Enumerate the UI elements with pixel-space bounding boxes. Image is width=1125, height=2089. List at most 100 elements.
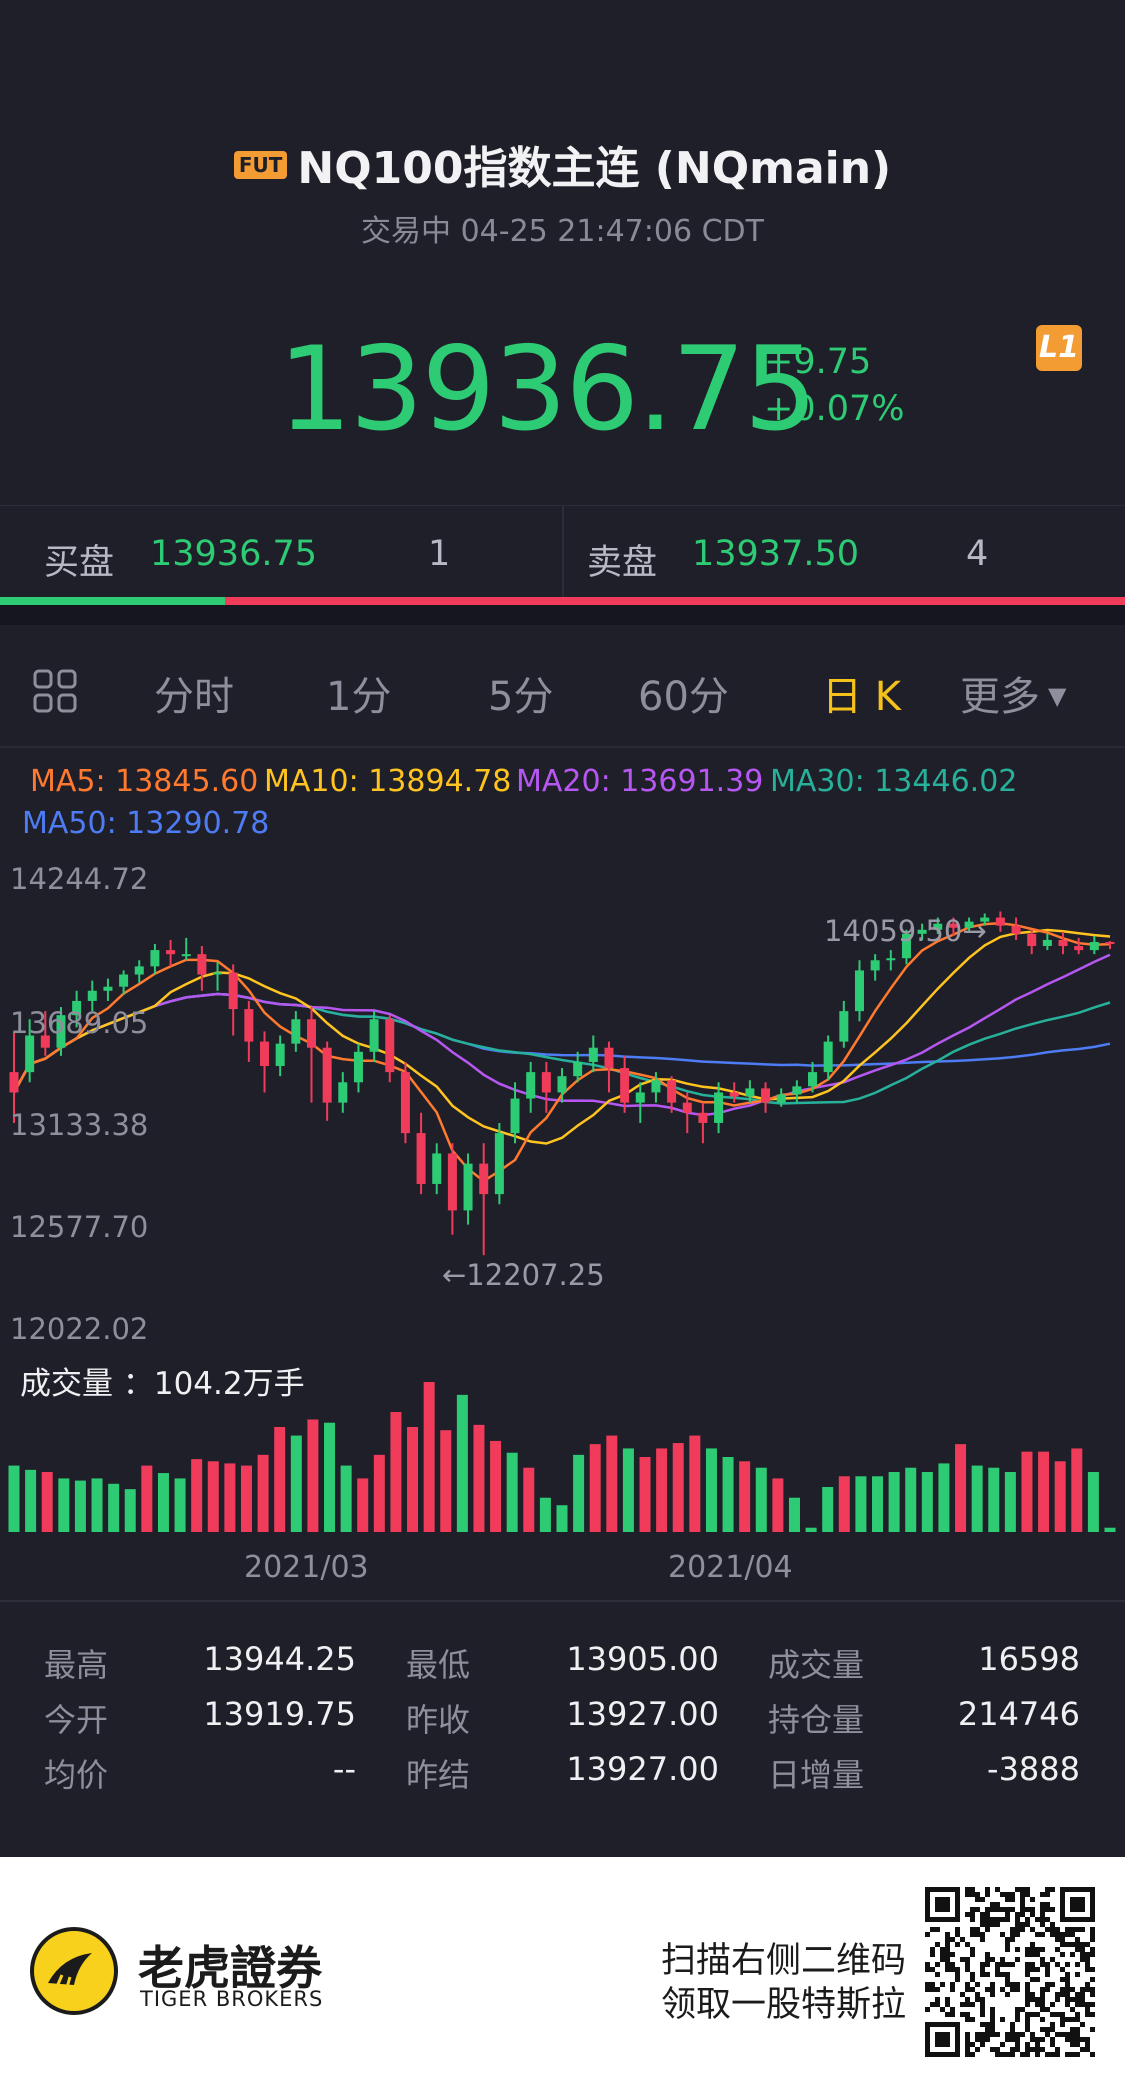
qr-module (975, 1927, 980, 1932)
qr-module (1015, 1917, 1020, 1922)
qr-module (1010, 2027, 1015, 2032)
qr-module (1010, 1897, 1015, 1902)
qr-module (1015, 2007, 1020, 2012)
qr-module (1035, 1917, 1040, 1922)
candle-body (9, 1072, 19, 1093)
qr-module (1075, 2017, 1080, 2022)
qr-module (965, 2037, 970, 2042)
qr-module (1090, 1932, 1095, 1937)
volume-bar (656, 1448, 668, 1532)
qr-module (1025, 1962, 1030, 1967)
qr-module (975, 2032, 980, 2037)
qr-module (965, 2047, 970, 2052)
qr-module (945, 1952, 950, 1957)
qr-module (1010, 2047, 1015, 2052)
qr-module (970, 1932, 975, 1937)
bid-size: 1 (428, 534, 451, 574)
candle-body (980, 917, 990, 922)
qr-module (1075, 2042, 1080, 2047)
tab-60min[interactable]: 60分 (638, 674, 729, 720)
qr-module (965, 1987, 970, 1992)
qr-module (1020, 1892, 1025, 1897)
prev-close-value: 13927.00 (566, 1695, 719, 1733)
qr-module (965, 2042, 970, 2047)
candle-body (400, 1072, 410, 1134)
qr-module (1005, 1907, 1010, 1912)
tab-1min[interactable]: 1分 (326, 674, 392, 720)
qr-module (995, 1902, 1000, 1907)
qr-module (1045, 1907, 1050, 1912)
candle-body (901, 933, 911, 959)
qr-module (965, 1982, 970, 1987)
qr-module (1075, 1937, 1080, 1942)
volume-bar (157, 1473, 169, 1532)
qr-module (980, 1962, 985, 1967)
qr-module (990, 1922, 995, 1927)
candle-body (166, 950, 176, 955)
qr-module (1070, 2042, 1075, 2047)
qr-module (1065, 2032, 1070, 2037)
qr-module (1000, 1932, 1005, 1937)
qr-module (1035, 2012, 1040, 2017)
tab-daily-k[interactable]: 日 K (822, 674, 901, 720)
qr-module (1055, 1932, 1060, 1937)
qr-module (990, 1987, 995, 1992)
qr-module (975, 1932, 980, 1937)
qr-module (1085, 1987, 1090, 1992)
qr-module (1025, 1917, 1030, 1922)
grid-icon[interactable] (32, 668, 78, 714)
qr-module (1065, 1977, 1070, 1982)
kline-chart[interactable] (0, 850, 1125, 1550)
qr-module (1000, 1972, 1005, 1977)
qr-module (965, 1997, 970, 2002)
volume-bar (955, 1444, 967, 1532)
candle-body (494, 1133, 504, 1195)
qr-module (955, 1927, 960, 1932)
qr-module (1015, 1987, 1020, 1992)
candle-body (306, 1019, 316, 1048)
candle-body (150, 950, 160, 967)
tab-5min[interactable]: 5分 (488, 674, 554, 720)
qr-module (1060, 2017, 1065, 2022)
candle-body (1027, 933, 1037, 947)
qr-module (945, 1932, 950, 1937)
volume-bar (506, 1452, 518, 1532)
qr-module (1005, 2032, 1010, 2037)
candle-body (385, 1019, 395, 1073)
qr-module (1010, 1962, 1015, 1967)
level1-badge-icon[interactable]: L1 (1036, 325, 1082, 371)
qr-code-icon[interactable] (925, 1887, 1095, 2057)
qr-module (985, 2037, 990, 2042)
candle-body (541, 1072, 551, 1093)
qr-module (1010, 1907, 1015, 1912)
candle-body (103, 986, 113, 991)
qr-module (965, 1887, 970, 1892)
candle-body (260, 1041, 270, 1067)
qr-module (1040, 1957, 1045, 1962)
y-tick-1: 14244.72 (10, 862, 149, 896)
qr-module (1000, 1917, 1005, 1922)
qr-module (1030, 2037, 1035, 2042)
volume-bar (772, 1478, 784, 1532)
volume-bar (1054, 1461, 1066, 1532)
volume-bar (290, 1435, 302, 1532)
tab-more[interactable]: 更多 ▼ (960, 664, 1066, 722)
qr-module (1060, 1942, 1065, 1947)
qr-module (1010, 1932, 1015, 1937)
qr-module (1055, 2012, 1060, 2017)
volume-bar (191, 1459, 203, 1532)
tab-intraday[interactable]: 分时 (154, 674, 234, 720)
candle-body (369, 1019, 379, 1052)
volume-bar (722, 1457, 734, 1532)
qr-finder (935, 2032, 950, 2047)
qr-module (1015, 1922, 1020, 1927)
qr-module (1085, 2042, 1090, 2047)
qr-module (980, 1922, 985, 1927)
volume-bar (490, 1440, 502, 1532)
qr-module (1025, 1987, 1030, 1992)
qr-module (1040, 2037, 1045, 2042)
qr-module (980, 1997, 985, 2002)
qr-module (950, 1967, 955, 1972)
volume-bar (822, 1487, 834, 1532)
futures-badge: FUT (233, 151, 288, 179)
